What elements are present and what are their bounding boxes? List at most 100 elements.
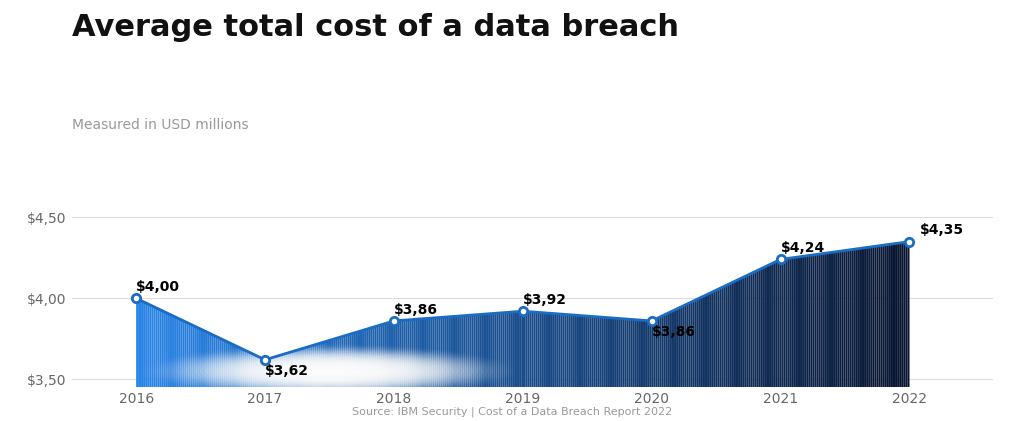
Polygon shape [349,334,351,387]
Polygon shape [355,332,357,387]
Polygon shape [720,288,722,387]
Polygon shape [254,355,256,387]
Polygon shape [442,317,444,387]
Polygon shape [384,323,386,387]
Polygon shape [394,321,396,387]
Ellipse shape [224,356,434,386]
Polygon shape [586,316,588,387]
Polygon shape [342,336,343,387]
Polygon shape [653,319,655,387]
Polygon shape [173,316,175,387]
Polygon shape [512,312,514,387]
Polygon shape [807,256,809,387]
Polygon shape [334,338,336,387]
Polygon shape [490,314,493,387]
Polygon shape [525,312,527,387]
Ellipse shape [175,349,483,394]
Polygon shape [777,260,779,387]
Polygon shape [369,328,371,387]
Polygon shape [868,247,870,387]
Polygon shape [243,349,245,387]
Polygon shape [597,317,599,387]
Polygon shape [359,331,361,387]
Polygon shape [766,265,768,387]
Polygon shape [464,315,466,387]
Polygon shape [859,248,861,387]
Polygon shape [460,316,462,387]
Polygon shape [828,253,830,387]
Polygon shape [308,346,310,387]
Polygon shape [188,323,190,387]
Polygon shape [305,347,307,387]
Polygon shape [580,315,582,387]
Polygon shape [749,274,751,387]
Ellipse shape [185,350,474,392]
Polygon shape [900,242,902,387]
Polygon shape [671,311,673,387]
Polygon shape [180,320,182,387]
Polygon shape [481,314,483,387]
Polygon shape [542,313,543,387]
Polygon shape [716,290,718,387]
Polygon shape [570,315,572,387]
Polygon shape [631,319,633,387]
Polygon shape [419,319,421,387]
Ellipse shape [259,361,400,381]
Polygon shape [779,259,781,387]
Polygon shape [260,357,262,387]
Polygon shape [431,318,433,387]
Polygon shape [262,358,264,387]
Polygon shape [527,312,529,387]
Polygon shape [729,283,731,387]
Polygon shape [321,343,323,387]
Polygon shape [651,320,653,387]
Polygon shape [289,352,291,387]
Polygon shape [718,288,720,387]
Polygon shape [820,253,822,387]
Polygon shape [755,271,757,387]
Polygon shape [605,317,607,387]
Polygon shape [401,320,403,387]
Polygon shape [531,312,534,387]
Polygon shape [471,315,473,387]
Polygon shape [410,320,412,387]
Polygon shape [154,306,156,387]
Polygon shape [655,318,657,387]
Polygon shape [579,315,580,387]
Polygon shape [338,337,340,387]
Polygon shape [722,287,723,387]
Polygon shape [694,300,696,387]
Polygon shape [390,322,392,387]
Polygon shape [540,312,542,387]
Polygon shape [351,333,353,387]
Polygon shape [408,320,410,387]
Ellipse shape [264,362,395,381]
Polygon shape [666,314,668,387]
Polygon shape [742,277,744,387]
Polygon shape [470,315,471,387]
Polygon shape [204,330,206,387]
Polygon shape [679,307,681,387]
Polygon shape [212,334,214,387]
Polygon shape [487,314,488,387]
Polygon shape [340,337,342,387]
Polygon shape [596,317,597,387]
Polygon shape [892,244,894,387]
Polygon shape [706,294,708,387]
Ellipse shape [298,367,360,376]
Polygon shape [564,314,566,387]
Polygon shape [186,322,188,387]
Polygon shape [247,351,249,387]
Polygon shape [278,355,280,387]
Polygon shape [233,344,234,387]
Polygon shape [857,248,859,387]
Polygon shape [325,341,326,387]
Ellipse shape [279,364,381,378]
Polygon shape [399,320,401,387]
Polygon shape [417,319,419,387]
Polygon shape [288,352,289,387]
Polygon shape [731,282,733,387]
Polygon shape [199,328,200,387]
Polygon shape [234,346,237,387]
Polygon shape [545,313,547,387]
